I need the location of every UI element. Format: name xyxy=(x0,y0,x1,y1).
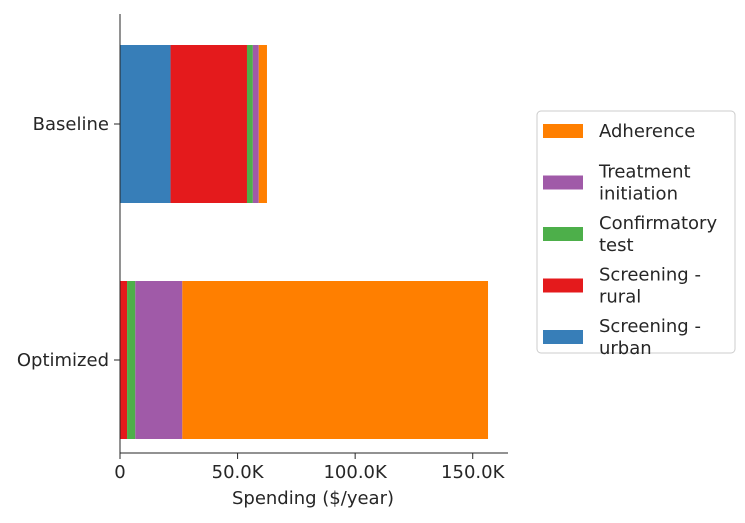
legend-label-line: Adherence xyxy=(599,121,695,142)
legend: Adherence Treatment initiation Confirmatory… xyxy=(536,110,736,359)
bar-segment xyxy=(258,45,267,203)
bar-segment xyxy=(182,281,489,439)
legend-label-line: initiation xyxy=(599,184,678,205)
x-tick-label: 150.0K xyxy=(441,462,506,483)
bar-segment xyxy=(246,45,253,203)
legend-frame xyxy=(536,110,736,354)
x-tick-label: 100.0K xyxy=(323,462,388,483)
bar-segment xyxy=(135,281,183,439)
x-axis-title: Spending ($/year) xyxy=(232,488,394,509)
bar-segment xyxy=(120,281,128,439)
legend-swatch xyxy=(543,175,583,190)
bar-segment xyxy=(127,281,136,439)
legend-swatch xyxy=(543,278,583,293)
legend-label-line: Screening - xyxy=(599,316,701,337)
legend-label: Confirmatory test xyxy=(599,213,717,256)
legend-label-line: Screening - xyxy=(599,265,701,286)
legend-label: Treatment initiation xyxy=(598,162,691,205)
axes-layer: 0 50.0K 100.0K 150.0K Baseline Optimized Spend… xyxy=(17,14,508,509)
legend-swatch xyxy=(543,227,583,241)
y-tick-label: Optimized xyxy=(17,350,109,371)
legend-label: Adherence xyxy=(599,121,695,142)
legend-swatch xyxy=(543,124,583,138)
legend-label-line: Confirmatory xyxy=(599,213,717,234)
bar-segment xyxy=(120,45,171,203)
legend-swatch xyxy=(543,330,583,344)
y-tick-label: Baseline xyxy=(33,114,109,135)
legend-label: Screening -urban xyxy=(599,316,701,359)
legend-label-line: test xyxy=(599,235,634,256)
bar-segment xyxy=(252,45,259,203)
legend-label-line: rural xyxy=(599,287,641,308)
legend-label: Screening -rural xyxy=(599,265,701,308)
bars-layer xyxy=(120,45,489,439)
legend-label-line: Treatment xyxy=(598,162,691,183)
x-tick-label: 0 xyxy=(114,462,125,483)
x-tick-label: 50.0K xyxy=(212,462,265,483)
bar-segment xyxy=(170,45,247,203)
legend-label-line: urban xyxy=(599,338,652,359)
